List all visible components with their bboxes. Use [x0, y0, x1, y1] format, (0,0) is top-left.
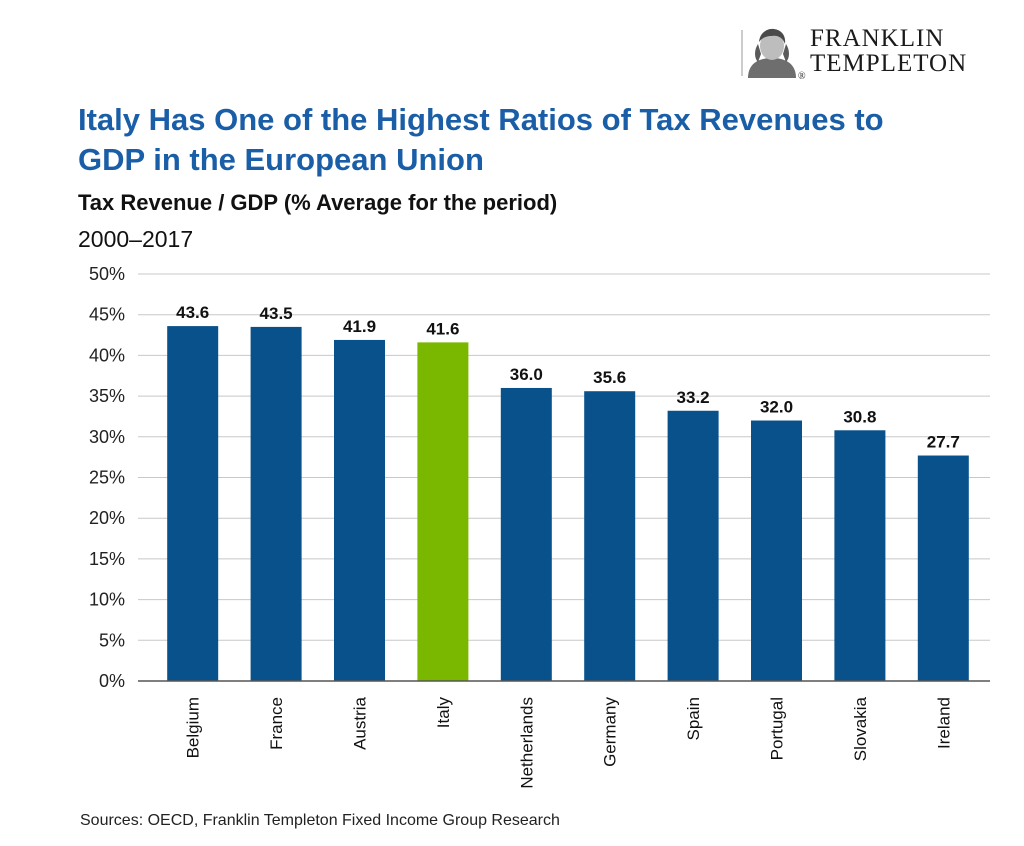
- bar-italy: [417, 342, 469, 681]
- x-category-france: France: [267, 697, 286, 750]
- y-tick-label: 40%: [89, 345, 125, 365]
- bar-ireland: [917, 455, 969, 681]
- x-category-portugal: Portugal: [768, 697, 787, 760]
- x-category-ireland: Ireland: [934, 697, 953, 749]
- brand-line-1: FRANKLIN: [810, 25, 945, 52]
- y-tick-label: 50%: [89, 264, 125, 284]
- data-label-italy: 41.6: [426, 319, 459, 338]
- data-label-spain: 33.2: [677, 388, 710, 407]
- brand-line-2: TEMPLETON ®: [798, 51, 967, 82]
- y-tick-label: 25%: [89, 468, 125, 488]
- bar-belgium: [167, 326, 219, 681]
- x-axis-categories: Belgium France Austria Italy Netherlands Germ…: [184, 696, 954, 788]
- x-category-spain: Spain: [684, 697, 703, 740]
- source-note: Sources: OECD, Franklin Templeton Fixed …: [80, 812, 560, 829]
- x-category-germany: Germany: [601, 697, 620, 767]
- bar-france: [250, 326, 302, 681]
- data-label-austria: 41.9: [343, 317, 376, 336]
- y-tick-label: 5%: [99, 630, 125, 650]
- y-axis-ticks: 0% 5% 10% 15% 20% 25% 30% 35% 40% 45% 50%: [89, 264, 125, 691]
- data-label-ireland: 27.7: [927, 433, 960, 452]
- y-tick-label: 15%: [89, 549, 125, 569]
- x-category-netherlands: Netherlands: [517, 697, 536, 789]
- bar-netherlands: [500, 387, 552, 681]
- x-category-belgium: Belgium: [184, 697, 203, 758]
- bar-portugal: [751, 420, 802, 681]
- y-tick-label: 35%: [89, 386, 125, 406]
- brand-logo: FRANKLIN TEMPLETON ®: [740, 25, 990, 82]
- y-tick-label: 30%: [89, 427, 125, 447]
- data-label-portugal: 32.0: [760, 398, 793, 417]
- x-category-austria: Austria: [351, 696, 370, 749]
- bar-spain: [667, 410, 719, 681]
- registered-mark: ®: [798, 71, 807, 82]
- y-tick-label: 0%: [99, 671, 125, 691]
- data-label-slovakia: 30.8: [843, 407, 876, 426]
- bar-austria: [334, 339, 385, 681]
- data-label-germany: 35.6: [593, 368, 626, 387]
- bar-slovakia: [834, 430, 886, 681]
- y-tick-label: 45%: [89, 305, 125, 325]
- data-label-france: 43.5: [260, 304, 293, 323]
- chart-subtitle: Tax Revenue / GDP (% Average for the per…: [78, 190, 558, 215]
- chart-title: Italy Has One of the Highest Ratios of T…: [78, 102, 884, 177]
- x-category-slovakia: Slovakia: [851, 696, 870, 761]
- bars: [167, 326, 969, 681]
- data-labels: 43.6 43.5 41.9 41.6 36.0 35.6 33.2 32.0 30.8 27.7: [176, 303, 960, 451]
- bar-germany: [584, 391, 636, 681]
- chart-period: 2000–2017: [78, 226, 194, 252]
- x-category-italy: Italy: [434, 697, 453, 729]
- y-tick-label: 20%: [89, 508, 125, 528]
- y-tick-label: 10%: [89, 590, 125, 610]
- benjamin-franklin-portrait-icon: [740, 26, 804, 78]
- data-label-belgium: 43.6: [176, 303, 209, 322]
- data-label-netherlands: 36.0: [510, 365, 543, 384]
